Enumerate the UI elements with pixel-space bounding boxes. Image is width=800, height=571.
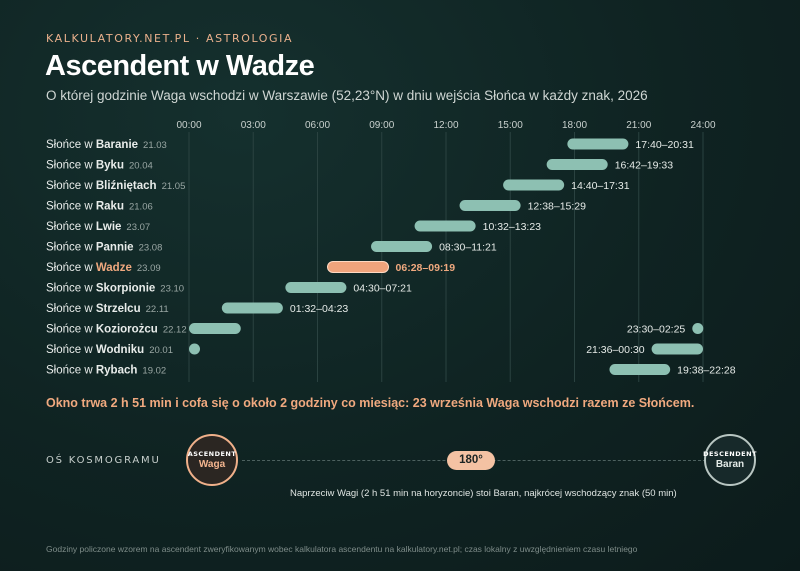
bar-data-label: 16:42–19:33 bbox=[615, 160, 674, 172]
kicker: KALKULATORY.NET.PL · ASTROLOGIA bbox=[46, 32, 294, 45]
row-label-sign: Byku bbox=[96, 160, 124, 172]
descendant-caption: DESCENDENT bbox=[703, 450, 757, 458]
row-label-date: 19.02 bbox=[142, 366, 166, 377]
range-bar bbox=[414, 220, 476, 232]
row-label: Słońce w Pannie 23.08 bbox=[46, 242, 162, 254]
axis-label: OŚ KOSMOGRAMU bbox=[46, 455, 161, 466]
bar-data-label: 19:38–22:28 bbox=[677, 365, 736, 377]
row-label-date: 23.07 bbox=[126, 222, 150, 233]
row-label-sign: Wodniku bbox=[96, 344, 144, 356]
bar-data-label: 21:36–00:30 bbox=[586, 344, 645, 356]
row-label-sign: Bliźniętach bbox=[96, 180, 157, 192]
row-label-prefix: Słońce w bbox=[46, 365, 96, 377]
summary-text: Okno trwa 2 h 51 min i cofa się o około … bbox=[46, 396, 695, 410]
subtitle: O której godzinie Waga wschodzi w Warsza… bbox=[46, 88, 648, 103]
ascendant-caption: ASCENDENT bbox=[187, 450, 237, 458]
row-label-date: 23.08 bbox=[139, 243, 163, 254]
range-bar bbox=[189, 323, 241, 334]
footer-note: Godziny policzone wzorem na ascendent zw… bbox=[46, 544, 638, 554]
x-tick-label: 06:00 bbox=[305, 120, 330, 131]
angle-badge: 180° bbox=[447, 451, 495, 470]
row-label-prefix: Słońce w bbox=[46, 344, 96, 356]
row-label-sign: Lwie bbox=[96, 221, 122, 233]
range-bar bbox=[546, 159, 608, 170]
x-tick-label: 00:00 bbox=[176, 120, 201, 131]
row-label-prefix: Słońce w bbox=[46, 262, 96, 274]
bar-data-label: 06:28–09:19 bbox=[396, 262, 456, 274]
range-bar bbox=[692, 323, 704, 334]
row-label-sign: Raku bbox=[96, 201, 124, 213]
range-bar bbox=[221, 302, 283, 314]
row-label: Słońce w Bliźniętach 21.05 bbox=[46, 180, 185, 192]
row-label: Słońce w Wadze 23.09 bbox=[46, 262, 161, 274]
row-label-prefix: Słońce w bbox=[46, 221, 96, 233]
range-bar bbox=[609, 364, 671, 375]
row-label-date: 20.04 bbox=[129, 161, 153, 172]
row-label-date: 21.05 bbox=[162, 181, 186, 192]
row-label-prefix: Słońce w bbox=[46, 160, 96, 172]
row-label-date: 23.09 bbox=[137, 263, 161, 274]
row-label: Słońce w Koziorożcu 22.12 bbox=[46, 324, 187, 336]
rising-times-chart: 00:00 03:00 06:00 09:00 12:00 15:00 18:00 21:00… bbox=[46, 120, 736, 382]
range-bar bbox=[189, 343, 200, 355]
descendant-circle: DESCENDENT Baran bbox=[703, 434, 757, 486]
row-label-sign: Baranie bbox=[96, 139, 138, 151]
highlight-bar bbox=[327, 261, 390, 273]
bar-data-label: 23:30–02:25 bbox=[627, 324, 686, 336]
ascendant-sign: Waga bbox=[198, 459, 226, 470]
row-label: Słońce w Baranie 21.03 bbox=[46, 139, 167, 151]
row-label-prefix: Słońce w bbox=[46, 242, 96, 254]
x-tick-label: 15:00 bbox=[498, 120, 523, 131]
row-label-date: 21.06 bbox=[129, 202, 153, 213]
page-title: Ascendent w Wadze bbox=[45, 50, 315, 82]
range-bar bbox=[459, 200, 521, 211]
x-tick-label: 21:00 bbox=[626, 120, 651, 131]
row-label-prefix: Słońce w bbox=[46, 201, 96, 213]
descendant-sign: Baran bbox=[715, 459, 745, 470]
row-label-prefix: Słońce w bbox=[46, 283, 96, 295]
range-bar bbox=[503, 179, 565, 191]
row-label: Słońce w Raku 21.06 bbox=[46, 201, 153, 213]
range-bar bbox=[567, 138, 629, 150]
x-tick-label: 24:00 bbox=[690, 120, 715, 131]
bar-data-label: 12:38–15:29 bbox=[528, 201, 587, 213]
opposite-note: Naprzeciw Wagi (2 h 51 min na horyzoncie… bbox=[290, 488, 677, 499]
row-label-date: 22.11 bbox=[146, 304, 169, 315]
row-label-sign: Wadze bbox=[96, 262, 132, 274]
range-bar bbox=[651, 343, 703, 355]
ascendant-circle: ASCENDENT Waga bbox=[186, 434, 238, 486]
row-label: Słońce w Byku 20.04 bbox=[46, 160, 153, 172]
row-label-prefix: Słońce w bbox=[46, 324, 96, 336]
row-label: Słońce w Lwie 23.07 bbox=[46, 221, 150, 233]
row-label-sign: Pannie bbox=[96, 242, 134, 254]
range-bar bbox=[371, 241, 433, 252]
x-tick-label: 12:00 bbox=[433, 120, 458, 131]
row-label: Słońce w Strzelcu 22.11 bbox=[46, 303, 169, 315]
bar-data-label: 04:30–07:21 bbox=[353, 283, 412, 295]
row-label-sign: Rybach bbox=[96, 365, 138, 377]
range-bar bbox=[285, 282, 347, 293]
row-label: Słońce w Wodniku 20.01 bbox=[46, 344, 173, 356]
row-label-date: 21.03 bbox=[143, 140, 167, 151]
row-label-sign: Koziorożcu bbox=[96, 324, 158, 336]
row-label: Słońce w Skorpionie 23.10 bbox=[46, 283, 184, 295]
row-label-sign: Strzelcu bbox=[96, 303, 141, 315]
bar-data-label: 17:40–20:31 bbox=[635, 139, 694, 151]
x-tick-label: 18:00 bbox=[562, 120, 587, 131]
row-label-prefix: Słońce w bbox=[46, 139, 96, 151]
bar-data-label: 14:40–17:31 bbox=[571, 180, 630, 192]
bar-data-label: 01:32–04:23 bbox=[290, 303, 349, 315]
row-label-sign: Skorpionie bbox=[96, 283, 155, 295]
x-tick-label: 09:00 bbox=[369, 120, 394, 131]
row-label-prefix: Słońce w bbox=[46, 303, 96, 315]
row-label-date: 22.12 bbox=[163, 325, 187, 336]
row-label-date: 20.01 bbox=[149, 345, 173, 356]
row-label: Słońce w Rybach 19.02 bbox=[46, 365, 166, 377]
bar-data-label: 08:30–11:21 bbox=[439, 242, 497, 254]
row-label-prefix: Słońce w bbox=[46, 180, 96, 192]
x-tick-label: 03:00 bbox=[241, 120, 266, 131]
bar-data-label: 10:32–13:23 bbox=[483, 221, 542, 233]
row-label-date: 23.10 bbox=[160, 284, 184, 295]
